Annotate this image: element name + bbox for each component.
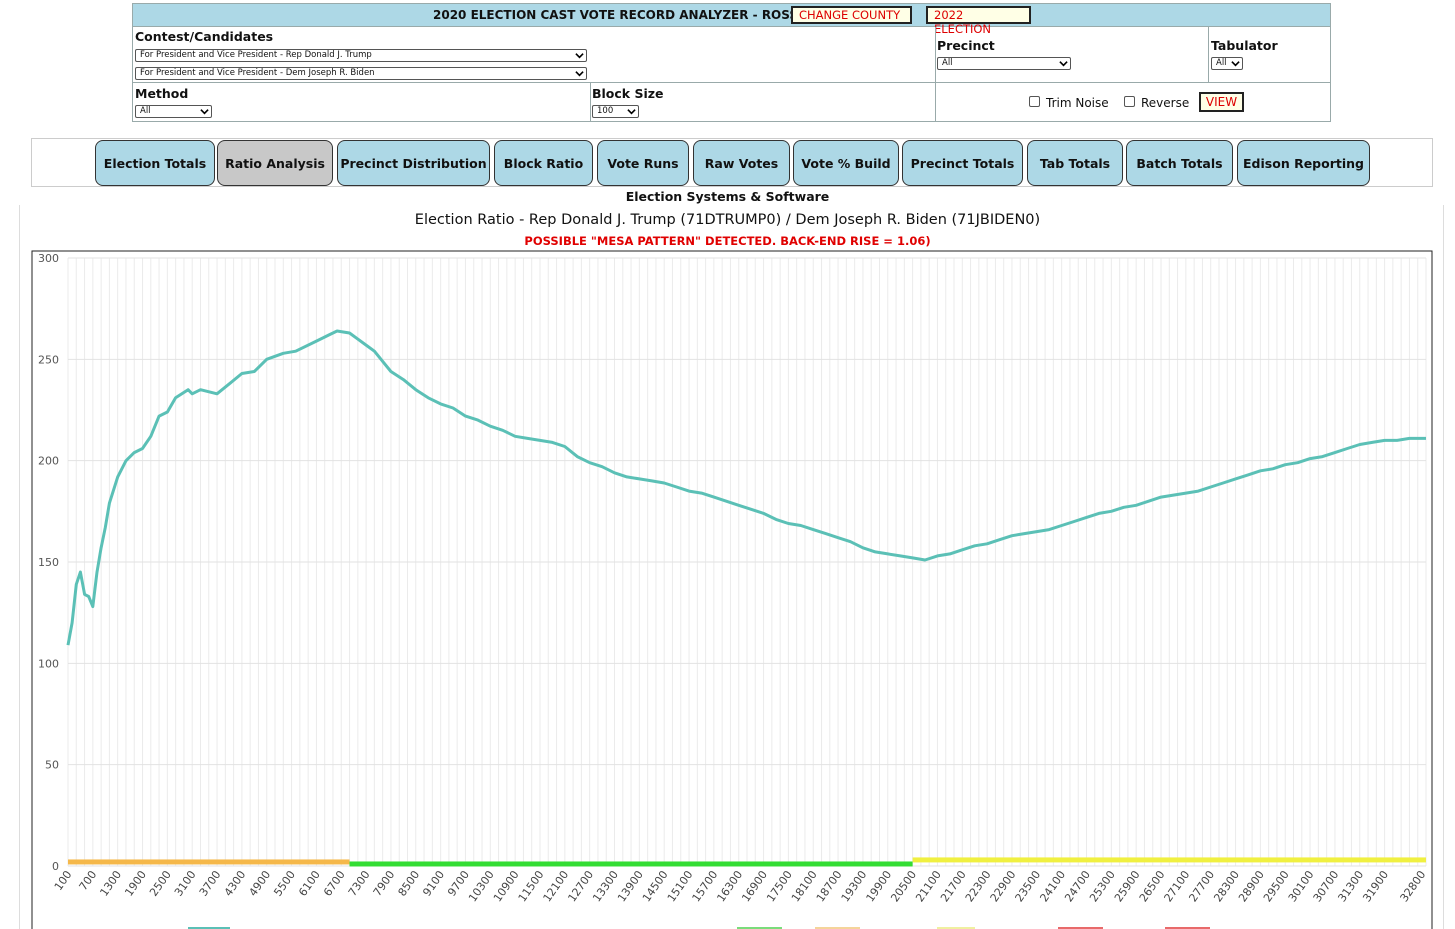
tab-precinct-distribution[interactable]: Precinct Distribution [337,140,490,186]
method-select[interactable]: All [135,105,212,118]
reverse-checkbox[interactable] [1124,96,1135,107]
chevron-down-icon [627,109,636,115]
chevron-down-icon [575,53,584,59]
method-label: Method [135,86,189,101]
tabulator-label: Tabulator [1211,38,1278,53]
page-title: 2020 ELECTION CAST VOTE RECORD ANALYZER … [433,8,842,22]
view-button[interactable]: VIEW [1199,92,1244,112]
candidate2-select[interactable]: For President and Vice President - Dem J… [135,67,587,80]
tab-label: Ratio Analysis [225,155,325,171]
trim-noise-checkbox[interactable] [1029,96,1040,107]
reverse-label: Reverse [1141,96,1190,110]
chart-frame [19,205,1444,929]
tab-label: Precinct Distribution [340,155,487,171]
election-2022-button[interactable]: 2022 ELECTION [926,6,1031,36]
title-bar: 2020 ELECTION CAST VOTE RECORD ANALYZER … [133,4,1330,36]
tab-raw-votes[interactable]: Raw Votes [693,140,790,186]
precinct-value: All [942,58,953,68]
tab-vote-runs[interactable]: Vote Runs [597,140,689,186]
candidate2-value: For President and Vice President - Dem J… [140,68,375,78]
col-divider [590,82,591,121]
chevron-down-icon [1231,61,1240,67]
tab-label: Edison Reporting [1243,155,1364,171]
method-value: All [140,106,151,116]
tabulator-value: All [1216,58,1227,68]
tab-label: Vote % Build [801,155,891,171]
tab-tab-totals[interactable]: Tab Totals [1027,140,1123,186]
tab-precinct-totals[interactable]: Precinct Totals [902,140,1023,186]
chart-warning: POSSIBLE "MESA PATTERN" DETECTED. BACK-E… [524,234,931,248]
tab-label: Election Totals [103,155,207,171]
chart-title: Election Ratio - Rep Donald J. Trump (71… [414,212,1041,228]
tab-ratio-analysis[interactable]: Ratio Analysis [217,140,333,186]
tab-edison-reporting[interactable]: Edison Reporting [1237,140,1370,186]
tab-label: Tab Totals [1039,155,1111,171]
tab-label: Block Ratio [503,155,584,171]
candidate1-select[interactable]: For President and Vice President - Rep D… [135,49,587,62]
tab-election-totals[interactable]: Election Totals [95,140,215,186]
tabulator-select[interactable]: All [1211,57,1243,70]
tab-label: Batch Totals [1136,155,1223,171]
chevron-down-icon [575,71,584,77]
tab-label: Precinct Totals [910,155,1015,171]
tab-bar: Election Totals Ratio Analysis Precinct … [31,138,1433,187]
chevron-down-icon [1059,61,1068,67]
col-divider [1208,27,1209,82]
row-divider [133,82,1330,83]
control-panel: 2020 ELECTION CAST VOTE RECORD ANALYZER … [132,3,1331,122]
col-divider [935,27,936,121]
precinct-select[interactable]: All [937,57,1071,70]
blocksize-value: 100 [597,106,614,116]
blocksize-select[interactable]: 100 [592,105,639,118]
candidate1-value: For President and Vice President - Rep D… [140,50,372,60]
precinct-label: Precinct [937,38,995,53]
blocksize-label: Block Size [592,86,664,101]
trim-noise-label: Trim Noise [1046,96,1109,110]
vendor-label: Election Systems & Software [625,189,830,204]
tab-label: Raw Votes [704,155,779,171]
change-county-button[interactable]: CHANGE COUNTY [791,6,912,24]
tab-block-ratio[interactable]: Block Ratio [494,140,593,186]
tab-label: Vote Runs [607,155,679,171]
tab-batch-totals[interactable]: Batch Totals [1126,140,1233,186]
chevron-down-icon [200,109,209,115]
contest-label: Contest/Candidates [135,29,274,44]
tab-vote-percent-build[interactable]: Vote % Build [793,140,899,186]
